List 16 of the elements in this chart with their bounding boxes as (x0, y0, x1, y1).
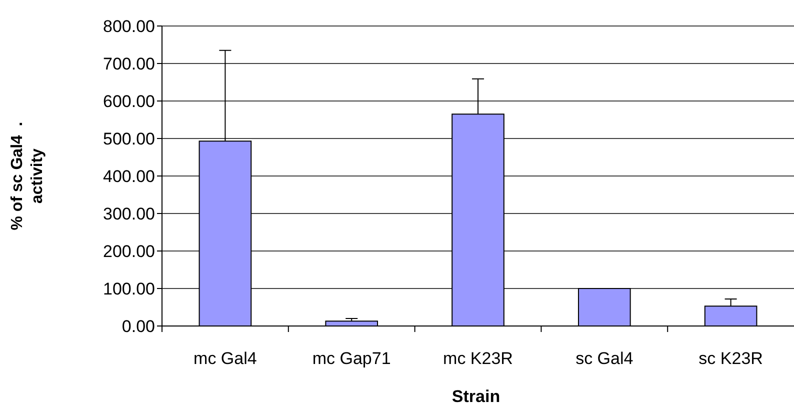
y-tick-label: 800.00 (103, 16, 155, 36)
x-tick-label: mc Gap71 (312, 349, 391, 368)
x-tick-label: mc K23R (443, 349, 513, 368)
y-tick-label: 0.00 (122, 316, 155, 336)
y-tick-label: 700.00 (103, 54, 155, 74)
y-tick-label: 200.00 (103, 242, 155, 261)
x-tick-label: sc Gal4 (576, 349, 634, 368)
x-tick-label: mc Gal4 (194, 349, 257, 368)
y-axis-title: % of sc Gal4 . activity (9, 122, 46, 230)
y-tick-label: 400.00 (103, 166, 155, 186)
x-tick-label: sc K23R (698, 349, 763, 368)
x-axis-title: Strain (452, 387, 500, 406)
y-tick-label: 300.00 (103, 204, 155, 224)
y-tick-label: 100.00 (103, 279, 155, 298)
y-tick-label: 600.00 (103, 92, 155, 111)
y-tick-label: 500.00 (103, 129, 155, 148)
